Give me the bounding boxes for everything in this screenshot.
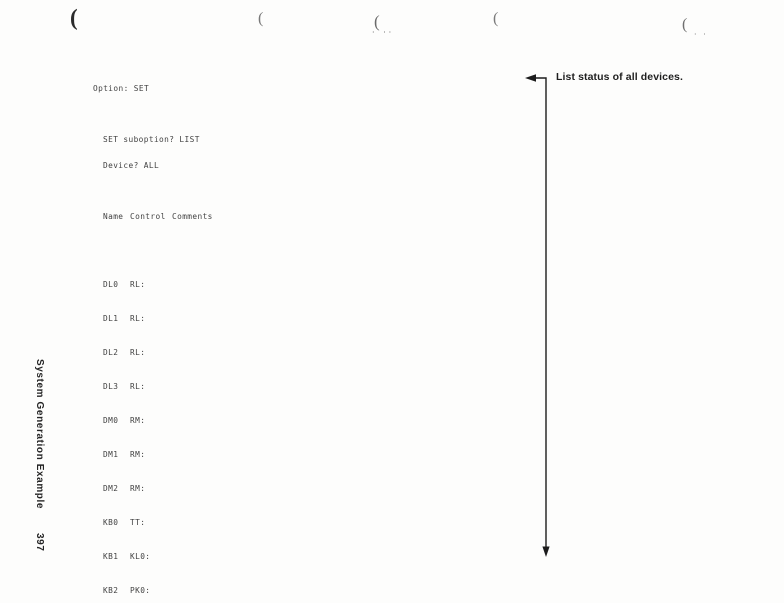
left-margin: System Generation Example 397 — [34, 359, 45, 552]
chapter-title-vertical: System Generation Example — [34, 359, 45, 510]
prompt-option: Option: SET — [93, 84, 150, 93]
scan-artifact-paren: ( — [70, 5, 78, 30]
device-control-cell: RM: — [130, 415, 146, 425]
device-rows: DL0 RL: DL1 RL: DL2 RL: DL3 RL: DM0 RM: … — [93, 264, 713, 603]
device-row: DL0 RL: — [93, 279, 713, 290]
device-table-header: Name Control Comments — [93, 211, 713, 222]
device-name-cell: KB1 — [103, 551, 119, 561]
device-comments-cell — [172, 315, 713, 324]
device-name-cell: DL0 — [103, 279, 119, 289]
device-control-cell: RL: — [130, 381, 146, 391]
device-comments-cell — [172, 417, 713, 426]
device-control-cell: TT: — [130, 517, 146, 527]
page-number: 397 — [34, 533, 45, 552]
header-comments: Comments — [172, 211, 213, 221]
device-comments-cell — [172, 349, 713, 358]
device-control-cell: RM: — [130, 483, 146, 493]
blank-line — [93, 111, 713, 120]
device-row: DM2 RM: — [93, 483, 713, 494]
scan-artifact-paren: ( — [493, 10, 499, 27]
scan-artifact-dots: · ·· — [372, 28, 395, 37]
device-name-cell: DM1 — [103, 449, 119, 459]
device-row: KB0 TT: — [93, 517, 713, 528]
device-name-cell: DL1 — [103, 313, 119, 323]
device-row: DM1 RM: — [93, 449, 713, 460]
device-comments-cell — [172, 281, 713, 290]
blank-line — [93, 238, 713, 247]
device-comments-cell — [172, 553, 713, 562]
device-row: DL2 RL: — [93, 347, 713, 358]
scan-artifact-dots: · · — [694, 30, 708, 39]
device-comments-cell — [172, 451, 713, 460]
device-control-cell: KL0: — [130, 551, 151, 561]
arrow-down-head — [542, 546, 550, 557]
device-row: DL1 RL: — [93, 313, 713, 324]
device-row: KB1 KL0: — [93, 551, 713, 562]
header-control: Control — [130, 211, 166, 221]
device-comments-cell — [172, 519, 713, 528]
scan-artifact-paren: ( — [258, 10, 264, 27]
annotation-arrow — [525, 74, 550, 557]
prompt-device: Device? ALL — [103, 160, 160, 170]
device-row: KB2 PK0: — [93, 585, 713, 596]
scan-artifact-paren: ( — [374, 12, 380, 31]
device-name-cell: DM2 — [103, 483, 119, 493]
scan-artifact-paren: ( — [682, 16, 688, 33]
device-control-cell: RL: — [130, 313, 146, 323]
device-name-cell: DM0 — [103, 415, 119, 425]
device-control-cell: RM: — [130, 449, 146, 459]
device-control-cell: RL: — [130, 279, 146, 289]
device-control-cell: PK0: — [130, 585, 151, 595]
device-name-cell: KB2 — [103, 585, 119, 595]
device-comments-cell — [172, 383, 713, 392]
device-row: DM0 RM: — [93, 415, 713, 426]
device-comments-cell — [172, 587, 713, 596]
device-name-cell: DL2 — [103, 347, 119, 357]
prompt-set-suboption: SET suboption? LIST — [103, 135, 200, 144]
terminal-listing: Option: SET SET suboption? LIST Device? … — [93, 68, 713, 603]
header-name: Name — [103, 211, 124, 221]
device-comments-cell — [172, 485, 713, 494]
device-name-cell: KB0 — [103, 517, 119, 527]
arrow-left-head — [525, 74, 536, 82]
blank-line — [93, 187, 713, 196]
device-control-cell: RL: — [130, 347, 146, 357]
device-name-cell: DL3 — [103, 381, 119, 391]
device-row: DL3 RL: — [93, 381, 713, 392]
annotation-label: List status of all devices. — [556, 71, 683, 83]
